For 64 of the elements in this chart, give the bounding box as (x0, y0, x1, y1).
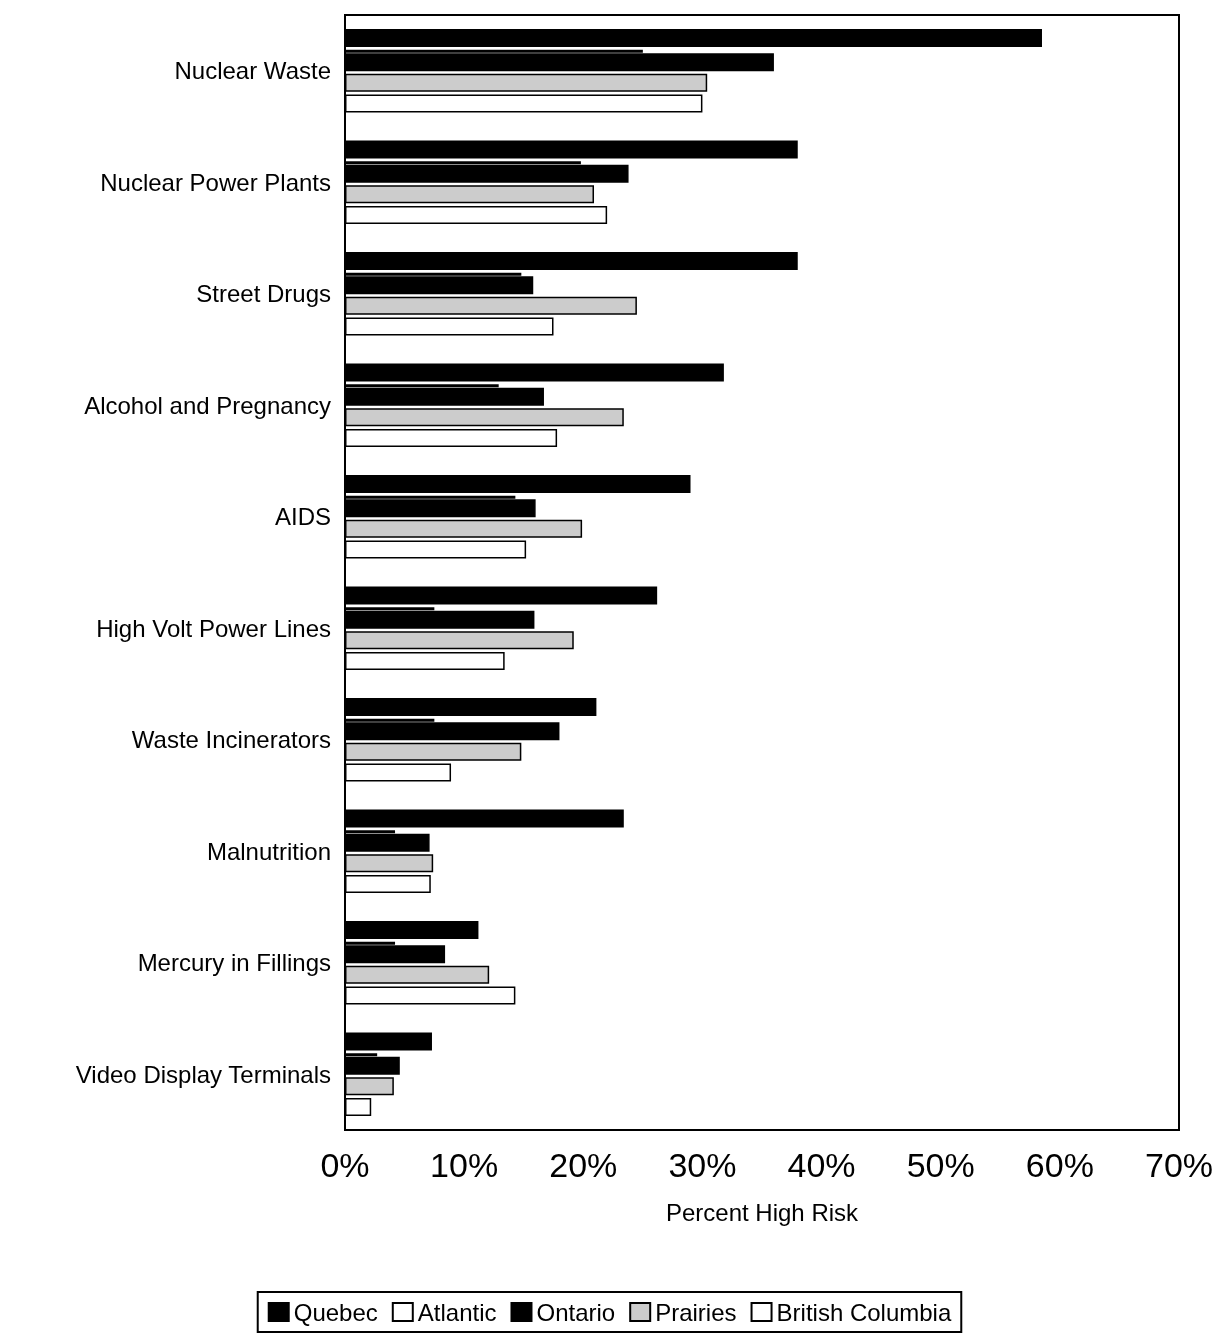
bar (345, 387, 544, 406)
bar (345, 317, 554, 336)
x-tick-label: 30% (668, 1146, 737, 1184)
bar (345, 363, 724, 382)
legend-label: Quebec (293, 1298, 378, 1326)
bar (345, 763, 452, 782)
bar (345, 965, 490, 984)
bar (345, 722, 560, 741)
bar (345, 652, 505, 671)
y-tick-label: AIDS (274, 503, 331, 531)
bar (345, 28, 1042, 47)
bar (345, 809, 624, 828)
bar (345, 1098, 372, 1117)
bar (345, 986, 516, 1005)
bar (345, 206, 608, 225)
bar (345, 296, 637, 315)
y-tick-label: Nuclear Power Plants (100, 168, 331, 196)
x-tick-label: 0% (320, 1146, 370, 1184)
y-tick-label: High Volt Power Lines (96, 614, 331, 642)
legend-label: British Columbia (776, 1298, 952, 1326)
bar (345, 429, 558, 448)
bar (345, 833, 430, 852)
bar (345, 94, 703, 113)
bar (345, 53, 774, 72)
bar (345, 140, 798, 159)
x-tick-label: 20% (549, 1146, 618, 1184)
y-tick-label: Video Display Terminals (75, 1060, 331, 1088)
legend-label: Atlantic (417, 1298, 497, 1326)
bar (345, 742, 522, 761)
bar (345, 164, 629, 183)
y-tick-label: Waste Incinerators (131, 726, 331, 754)
bar (345, 474, 691, 493)
bar (345, 631, 574, 650)
y-tick-label: Nuclear Waste (174, 57, 331, 85)
bar (345, 519, 583, 538)
bar (345, 1077, 394, 1096)
bar (345, 1032, 432, 1051)
x-tick-label: 60% (1025, 1146, 1094, 1184)
legend-label: Prairies (655, 1298, 737, 1326)
legend-label: Ontario (536, 1298, 616, 1326)
bar (345, 697, 597, 716)
y-tick-label: Mercury in Fillings (137, 949, 331, 977)
bar (345, 276, 534, 295)
x-axis-title: Percent High Risk (665, 1198, 860, 1226)
bar (345, 1056, 400, 1075)
bar (345, 875, 431, 894)
x-tick-label: 10% (430, 1146, 499, 1184)
bar (345, 854, 434, 873)
bar (345, 408, 624, 427)
y-tick-label: Street Drugs (196, 280, 331, 308)
bar (345, 920, 479, 939)
bar (345, 185, 595, 204)
bar (345, 251, 798, 270)
bar (345, 499, 536, 518)
bar (345, 73, 708, 92)
x-tick-label: 70% (1144, 1146, 1214, 1184)
bar (345, 610, 535, 629)
x-tick-label: 40% (787, 1146, 856, 1184)
x-tick-label: 50% (906, 1146, 975, 1184)
y-tick-label: Malnutrition (206, 837, 331, 865)
bar (345, 945, 446, 964)
y-tick-label: Alcohol and Pregnancy (84, 391, 331, 419)
bar (345, 586, 658, 605)
bar (345, 540, 527, 559)
